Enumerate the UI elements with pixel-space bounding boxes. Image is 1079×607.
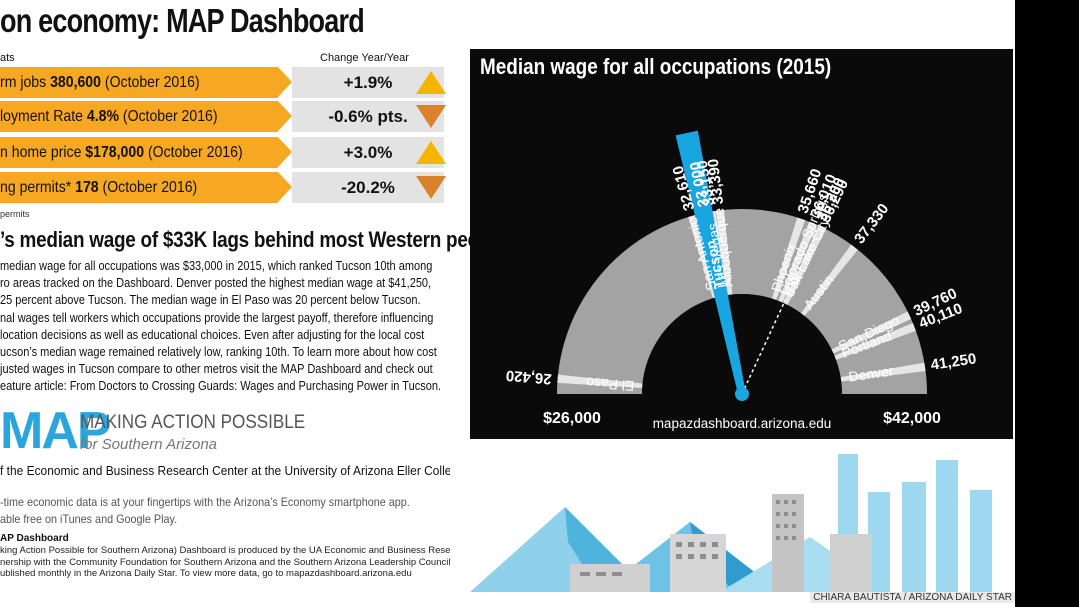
stat-row: rm jobs 380,600 (October 2016) +1.9%: [0, 67, 450, 98]
value-label: 41,250: [930, 350, 978, 374]
stat-label-post: (October 2016): [118, 108, 218, 125]
about-heading: AP Dashboard: [0, 533, 69, 544]
stat-label-pre: loyment Rate: [0, 108, 87, 125]
stat-label-pointer: [278, 137, 292, 167]
stat-value: $178,000: [85, 144, 145, 161]
stat-label-bg: [0, 172, 278, 203]
skyline-illustration: [450, 452, 1015, 592]
down-arrow-icon: [416, 176, 446, 199]
article-headline: ’s median wage of $33K lags behind most …: [0, 227, 496, 252]
stat-label: rm jobs 380,600 (October 2016): [0, 67, 200, 98]
gauge-band: [840, 362, 926, 382]
stat-row: loyment Rate 4.8% (October 2016) -0.6% pt…: [0, 101, 450, 132]
stats-header-change: Change Year/Year: [320, 52, 409, 64]
stat-row: ng permits* 178 (October 2016) -20.2%: [0, 172, 450, 203]
article-line: nal wages tell workers which occupations…: [0, 310, 434, 325]
map-brand-name: MAKING ACTION POSSIBLE: [80, 412, 306, 433]
stat-label-pre: ng permits*: [0, 179, 76, 196]
gauge-band: [557, 374, 643, 389]
article-line: ucson’s median wage remained relatively …: [0, 345, 437, 360]
about-text: king Action Possible for Southern Arizon…: [0, 545, 469, 580]
app-promo: -time economic data is at your fingertip…: [0, 494, 410, 528]
stat-value: 178: [75, 179, 99, 196]
stat-label-pointer: [278, 101, 292, 131]
stat-label-post: (October 2016): [98, 179, 198, 196]
gauge-band: [783, 225, 827, 305]
app-promo-line: -time economic data is at your fingertip…: [0, 495, 410, 509]
gauge-band: [778, 221, 817, 303]
value-label: 26,420: [505, 367, 552, 388]
stat-label-post: (October 2016): [100, 74, 200, 91]
min-label: $26,000: [543, 410, 601, 427]
value-label: 33,390: [705, 158, 727, 206]
gauge-band: [771, 217, 806, 301]
article-line: 25 percent above Tucson. The median wage…: [0, 293, 421, 308]
city-label: Denver: [847, 362, 894, 384]
about-line: nership with the Community Foundation fo…: [0, 556, 454, 568]
stat-label-post: (October 2016): [144, 144, 243, 161]
source-url-label: mapazdashboard.arizona.edu: [653, 416, 832, 431]
about-line: ublished monthly in the Arizona Daily St…: [0, 568, 412, 579]
gauge-arc: [557, 209, 927, 394]
value-label: 37,330: [851, 200, 892, 247]
map-logo: MAP: [0, 402, 112, 460]
page-title: on economy: MAP Dashboard: [0, 2, 365, 39]
app-promo-line: able free on iTunes and Google Play.: [0, 512, 178, 526]
stats-header-label: ats: [0, 52, 15, 64]
map-brand-sub: for Southern Arizona: [80, 436, 218, 453]
stat-label: ng permits* 178 (October 2016): [0, 172, 197, 203]
needle-pivot: [735, 387, 749, 401]
chart-title: Median wage for all occupations (2015): [480, 54, 832, 79]
gauge-band: [715, 209, 733, 296]
gauge-band: [834, 323, 916, 360]
down-arrow-icon: [416, 105, 446, 128]
about-line: king Action Possible for Southern Arizon…: [0, 545, 469, 556]
article-line: median wage for all occupations was $33,…: [0, 259, 433, 273]
up-arrow-icon: [416, 141, 446, 164]
stat-label-bg: [0, 137, 278, 168]
stat-row: n home price $178,000 (October 2016) +3.0…: [0, 137, 450, 168]
gauge-hub: [642, 294, 842, 394]
article-line: justed wages in Tucson compare to other …: [0, 362, 433, 377]
stat-label: n home price $178,000 (October 2016): [0, 137, 243, 168]
article-line: eature article: From Doctors to Crossing…: [0, 379, 442, 394]
stat-value: 4.8%: [86, 108, 119, 125]
up-arrow-icon: [416, 71, 446, 94]
article-body: median wage for all occupations was $33,…: [0, 258, 458, 396]
city-label: El Paso: [585, 374, 635, 394]
stat-label: loyment Rate 4.8% (October 2016): [0, 101, 218, 132]
stat-label-pointer: [278, 67, 292, 97]
stat-label-pointer: [278, 172, 292, 202]
photo-credit: CHIARA BAUTISTA / ARIZONA DAILY STAR: [810, 592, 1015, 603]
tucson-needle: [675, 130, 746, 394]
stat-label-pre: n home price: [0, 144, 86, 161]
stat-label-bg: [0, 101, 278, 132]
stat-label-bg: [0, 67, 278, 98]
article-line: ro areas tracked on the Dashboard. Denve…: [0, 276, 432, 291]
max-label: $42,000: [883, 410, 941, 427]
stat-change: -20.2%: [292, 172, 444, 203]
stats-footnote: permits: [0, 209, 30, 219]
gauge-band: [801, 244, 858, 317]
stat-label-pre: rm jobs: [0, 74, 51, 91]
research-credit: f the Economic and Business Research Cen…: [0, 463, 552, 478]
stat-value: 380,600: [50, 74, 101, 91]
article-line: location decisions as well as educationa…: [0, 327, 425, 342]
edge-bar: [1015, 0, 1079, 607]
gauge-band: [831, 311, 912, 354]
